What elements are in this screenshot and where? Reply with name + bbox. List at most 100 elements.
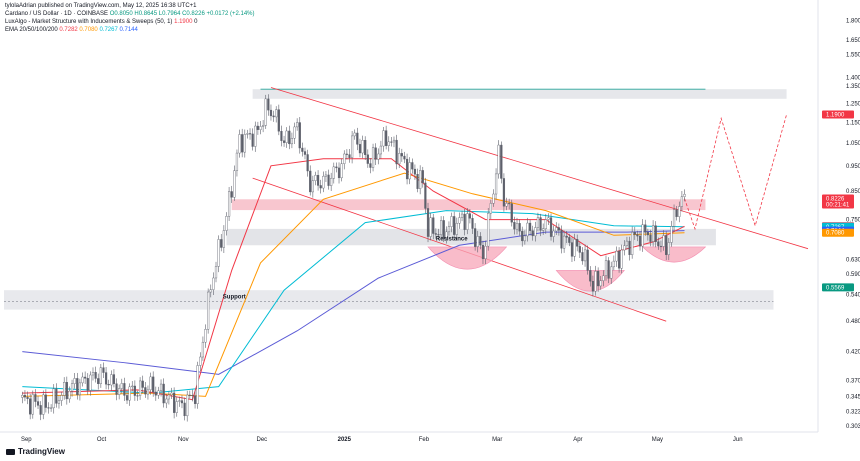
candle-body xyxy=(408,162,411,180)
candle xyxy=(222,225,225,254)
candle-body xyxy=(419,170,422,189)
candle xyxy=(398,147,401,169)
candle xyxy=(81,372,84,387)
candle-body xyxy=(47,407,50,409)
candle xyxy=(510,199,513,227)
candle xyxy=(50,404,53,412)
candle xyxy=(44,389,47,413)
y-tick-label: 1.8000 xyxy=(846,18,860,24)
candle xyxy=(387,136,390,152)
candle-body xyxy=(366,154,369,164)
candle xyxy=(251,128,254,151)
candle-body xyxy=(544,219,547,229)
candle xyxy=(104,367,108,390)
symbol-line: Cardano / US Dollar · 1D · COINBASE O0.8… xyxy=(5,10,254,18)
candle xyxy=(214,261,218,283)
candle-body xyxy=(678,206,681,217)
candle-body xyxy=(167,394,170,400)
candle-body xyxy=(400,153,403,157)
candle xyxy=(99,364,102,388)
ema-name[interactable]: EMA 20/50/100/200 xyxy=(5,27,58,33)
candle xyxy=(65,376,68,405)
price-badge-label: 1.1900 xyxy=(826,113,845,119)
candle-body xyxy=(576,239,579,247)
candle-body xyxy=(659,245,663,247)
candle xyxy=(390,136,393,147)
tradingview-logo[interactable]: TradingView xyxy=(6,447,65,456)
candle xyxy=(523,230,526,245)
candle-body xyxy=(353,132,356,137)
candle-body xyxy=(620,249,623,269)
candle-body xyxy=(500,144,503,179)
candle xyxy=(89,371,92,396)
candle xyxy=(26,391,29,405)
candle xyxy=(254,121,257,152)
candle xyxy=(68,386,71,403)
candle xyxy=(602,270,605,287)
candle-body xyxy=(251,133,254,147)
candle-body xyxy=(262,125,265,127)
candle xyxy=(437,228,440,241)
candle-body xyxy=(403,155,406,160)
candle xyxy=(476,230,479,253)
candle xyxy=(377,148,380,165)
candle-body xyxy=(424,182,427,209)
candle xyxy=(335,162,338,173)
candle-body xyxy=(463,213,466,230)
candle-body xyxy=(364,140,367,155)
candle-body xyxy=(212,277,215,290)
candle-body xyxy=(508,203,511,205)
candle-body xyxy=(591,280,595,292)
candle-body xyxy=(675,209,678,217)
candle-body xyxy=(371,147,375,168)
candle xyxy=(662,230,665,251)
price-badge-label: 0.8226 xyxy=(826,197,845,203)
candle-body xyxy=(112,374,116,384)
x-tick-label: Mar xyxy=(492,437,502,443)
candle xyxy=(411,158,414,174)
candle-body xyxy=(447,226,451,233)
y-tick-label: 1.6500 xyxy=(846,38,860,44)
candle-body xyxy=(301,147,304,152)
y-tick-label: 1.5500 xyxy=(846,52,860,58)
candle-body xyxy=(489,203,492,214)
candle-body xyxy=(97,378,100,385)
price-badge: 1.1900 xyxy=(822,110,854,119)
candle-body xyxy=(612,260,615,268)
candle xyxy=(557,223,560,236)
candle-body xyxy=(73,378,76,384)
candle xyxy=(468,208,471,224)
ema100-line xyxy=(22,210,685,394)
candle-body xyxy=(615,250,618,262)
ema50-line xyxy=(22,172,685,397)
candle-body xyxy=(641,224,644,247)
candle-body xyxy=(510,203,513,223)
candle-body xyxy=(340,163,343,179)
ema-line: EMA 20/50/100/200 0.7282 0.7080 0.7267 0… xyxy=(5,26,254,34)
candle xyxy=(573,233,576,262)
candle-body xyxy=(107,383,110,386)
candle-body xyxy=(149,376,152,391)
indicator-name[interactable]: LuxAlgo - Market Structure with Induceme… xyxy=(5,19,173,25)
candle-body xyxy=(222,230,225,248)
candle-body xyxy=(178,400,181,402)
price-badge-box xyxy=(822,194,854,209)
candle-body xyxy=(272,115,275,118)
candle xyxy=(625,236,629,250)
candle xyxy=(319,179,322,194)
candle xyxy=(665,231,668,261)
candle-body xyxy=(646,232,649,236)
candle-body xyxy=(125,395,129,401)
candle xyxy=(445,226,448,244)
candle-body xyxy=(557,227,560,231)
candle-body xyxy=(644,224,647,233)
candle-body xyxy=(539,217,542,231)
candle xyxy=(220,234,223,252)
candle-body xyxy=(293,126,296,139)
candle xyxy=(515,217,519,235)
candle-body xyxy=(502,178,506,207)
candle-body xyxy=(89,374,92,391)
